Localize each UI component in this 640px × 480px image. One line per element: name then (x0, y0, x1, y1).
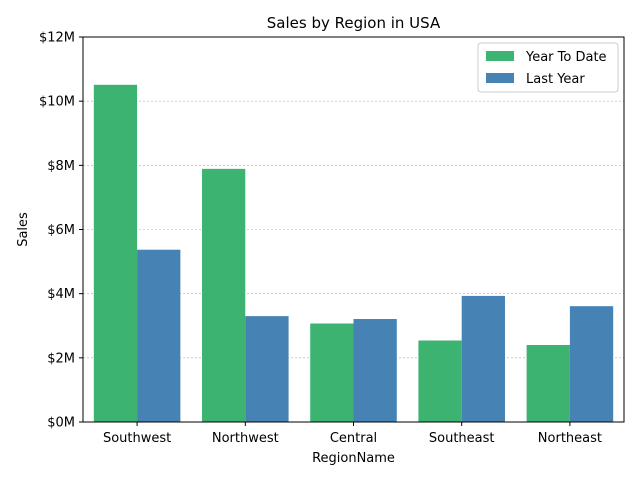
x-axis: Southwest Northwest Central Southeast Northe… (103, 422, 602, 446)
y-tick-label: $10M (39, 95, 75, 110)
bar-year-to-date-central (310, 323, 354, 422)
bar-last-year-southwest (137, 249, 181, 422)
x-tick-label: Southeast (429, 431, 495, 446)
bar-last-year-central (353, 319, 397, 422)
bar-last-year-northeast (569, 306, 614, 422)
y-tick-label: $6M (47, 223, 75, 238)
y-tick-label: $12M (39, 31, 75, 46)
x-tick-label: Northwest (212, 431, 279, 446)
legend-label: Last Year (526, 72, 585, 87)
legend-label: Year To Date (525, 50, 607, 65)
bar-year-to-date-northeast (526, 345, 570, 422)
bar-year-to-date-southwest (93, 84, 138, 422)
y-axis: $0M $2M $4M $6M $8M $10M $12M (39, 31, 83, 431)
y-axis-title: Sales (16, 212, 31, 247)
legend: Year To Date Last Year (477, 42, 619, 93)
y-tick-label: $2M (47, 351, 75, 366)
y-tick-label: $4M (47, 287, 75, 302)
x-tick-label: Northeast (538, 431, 602, 446)
legend-swatch (486, 73, 514, 83)
legend-swatch (486, 51, 514, 61)
bars (93, 84, 614, 422)
x-tick-label: Southwest (103, 431, 171, 446)
chart-title: Sales by Region in USA (267, 14, 441, 32)
bar-year-to-date-southeast (418, 340, 462, 422)
bar-last-year-southeast (461, 295, 505, 422)
x-axis-title: RegionName (312, 451, 395, 466)
bar-last-year-northwest (245, 316, 289, 422)
y-tick-label: $0M (47, 416, 75, 431)
bar-year-to-date-northwest (202, 168, 246, 422)
x-tick-label: Central (330, 431, 377, 446)
y-tick-label: $8M (47, 159, 75, 174)
